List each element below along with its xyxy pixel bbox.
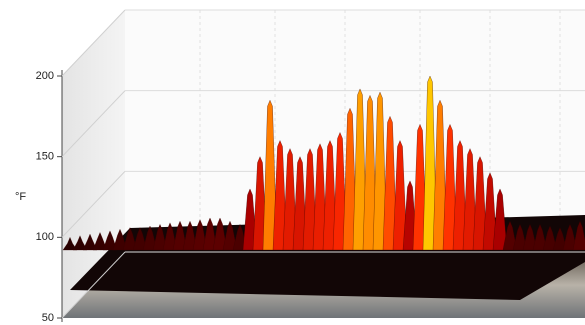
y-axis-label: °F: [15, 191, 26, 203]
page: {"chart_data": {"type": "surface3d", "y_…: [0, 0, 585, 325]
y-tick-label: 100: [36, 231, 54, 243]
chart: °F 50 100 150 200: [0, 0, 585, 325]
y-tick-label: 200: [36, 70, 54, 82]
y-tick-label: 150: [36, 151, 54, 163]
y-tick-label: 50: [42, 312, 54, 324]
